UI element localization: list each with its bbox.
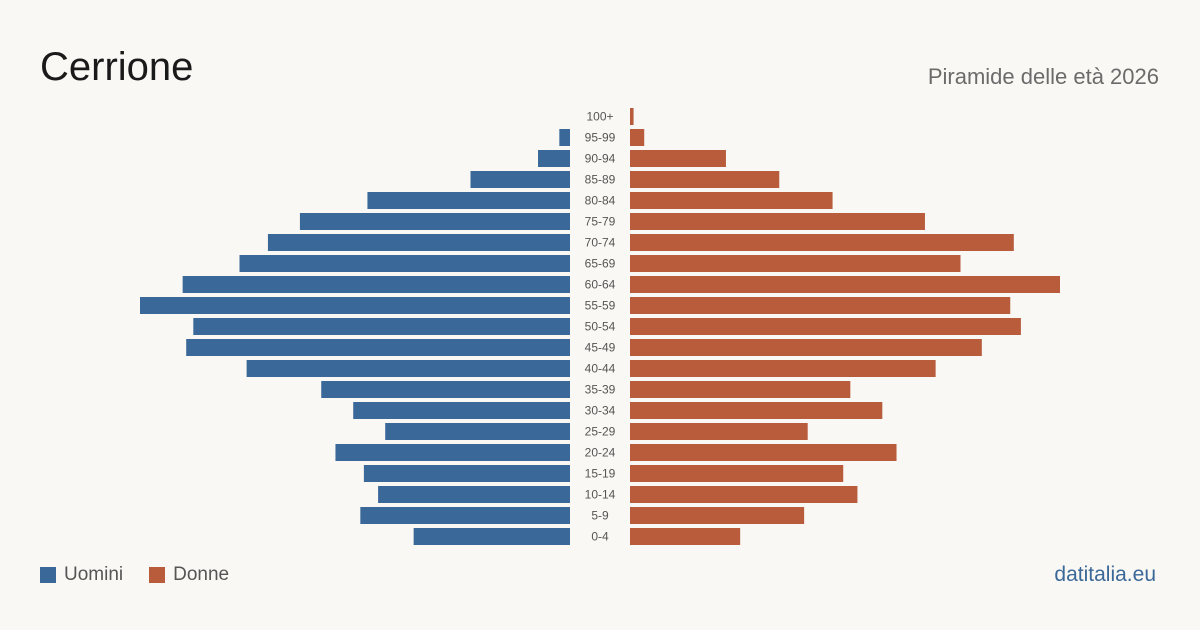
age-group-label: 5-9 (591, 509, 609, 523)
bar-men-70-74 (267, 234, 570, 251)
bar-women-70-74 (630, 234, 1014, 251)
bar-women-20-24 (630, 444, 897, 461)
bar-women-5-9 (630, 507, 805, 524)
bar-women-40-44 (630, 360, 936, 377)
legend-label-men: Uomini (64, 564, 124, 585)
page-title: Cerrione (40, 45, 194, 89)
bar-men-30-34 (353, 402, 570, 419)
bar-women-65-69 (630, 255, 961, 272)
bar-men-90-94 (538, 150, 570, 167)
bar-men-80-84 (367, 192, 570, 209)
bar-men-20-24 (335, 444, 570, 461)
age-group-label: 95-99 (585, 131, 616, 145)
bar-women-100+ (630, 108, 634, 125)
age-group-label: 85-89 (585, 173, 616, 187)
bar-men-55-59 (140, 297, 570, 314)
brand-link[interactable]: datitalia.eu (1054, 563, 1156, 586)
bar-men-75-79 (299, 213, 570, 230)
legend-swatch-men (40, 567, 56, 583)
age-group-label: 10-14 (585, 488, 616, 502)
age-group-label: 75-79 (585, 215, 616, 229)
bar-women-45-49 (630, 339, 982, 356)
bar-men-95-99 (559, 129, 570, 146)
bar-women-80-84 (630, 192, 833, 209)
bar-men-15-19 (363, 465, 570, 482)
bar-women-95-99 (630, 129, 645, 146)
bar-men-10-14 (378, 486, 570, 503)
bar-men-60-64 (182, 276, 570, 293)
bar-men-45-49 (186, 339, 570, 356)
bar-women-50-54 (630, 318, 1021, 335)
bar-men-40-44 (246, 360, 570, 377)
bar-women-60-64 (630, 276, 1060, 293)
bar-men-35-39 (321, 381, 570, 398)
legend-label-women: Donne (173, 564, 230, 585)
age-group-label: 45-49 (585, 341, 616, 355)
bar-women-15-19 (630, 465, 844, 482)
bar-women-90-94 (630, 150, 726, 167)
bar-men-25-29 (385, 423, 570, 440)
bar-men-5-9 (360, 507, 570, 524)
age-group-label: 40-44 (585, 362, 616, 376)
bar-women-10-14 (630, 486, 858, 503)
bar-women-25-29 (630, 423, 808, 440)
age-group-label: 90-94 (585, 152, 616, 166)
legend-item-women: Donne (149, 564, 229, 586)
bar-men-65-69 (239, 255, 570, 272)
age-group-label: 60-64 (585, 278, 616, 292)
bar-women-0-4 (630, 528, 741, 545)
bar-men-85-89 (470, 171, 570, 188)
age-group-label: 20-24 (585, 446, 616, 460)
bar-women-35-39 (630, 381, 851, 398)
bar-men-0-4 (413, 528, 570, 545)
age-group-label: 70-74 (585, 236, 616, 250)
age-group-label: 80-84 (585, 194, 616, 208)
bar-women-55-59 (630, 297, 1011, 314)
chart-subtitle: Piramide delle età 2026 (927, 64, 1159, 89)
bar-women-75-79 (630, 213, 925, 230)
legend-swatch-women (149, 567, 166, 583)
bar-women-85-89 (630, 171, 780, 188)
age-group-label: 15-19 (585, 467, 616, 481)
bar-men-50-54 (193, 318, 570, 335)
legend-item-men: Uomini (40, 564, 123, 586)
age-group-label: 55-59 (585, 299, 616, 313)
age-group-label: 65-69 (585, 257, 616, 271)
bar-women-30-34 (630, 402, 883, 419)
age-group-label: 50-54 (585, 320, 616, 334)
age-group-label: 25-29 (585, 425, 616, 439)
age-group-label: 35-39 (585, 383, 616, 397)
chart-legend: Uomini Donne (40, 564, 255, 586)
age-group-label: 100+ (586, 110, 613, 124)
age-group-label: 0-4 (591, 530, 609, 544)
age-group-label: 30-34 (585, 404, 616, 418)
